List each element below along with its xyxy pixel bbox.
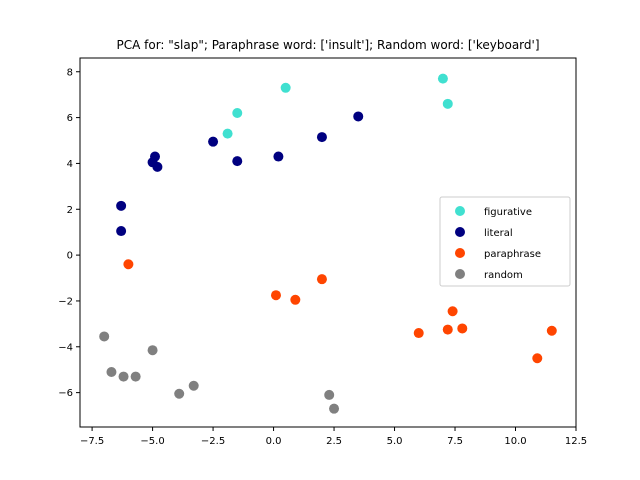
point-figurative bbox=[442, 98, 453, 109]
y-tick-label: 4 bbox=[67, 159, 73, 170]
point-figurative bbox=[280, 82, 291, 93]
point-paraphrase bbox=[316, 274, 327, 285]
point-paraphrase bbox=[270, 290, 281, 301]
x-axis: −7.5 −5.0 −2.5 0.0 2.5 5.0 7.5 10.0 12.5 bbox=[80, 427, 587, 447]
point-figurative bbox=[232, 108, 243, 119]
y-tick-label: −6 bbox=[58, 388, 73, 399]
legend-label-figurative: figurative bbox=[484, 207, 532, 218]
x-tick-label: 12.5 bbox=[565, 436, 587, 447]
point-random bbox=[106, 366, 117, 377]
legend: figurative literal paraphrase random bbox=[439, 196, 571, 287]
legend-label-paraphrase: paraphrase bbox=[484, 249, 541, 260]
plot-frame bbox=[79, 57, 577, 428]
point-random bbox=[188, 380, 199, 391]
point-random bbox=[324, 389, 335, 400]
y-tick-label: 8 bbox=[67, 67, 73, 78]
point-random bbox=[130, 371, 141, 382]
x-tick-label: 10.0 bbox=[504, 436, 526, 447]
point-paraphrase bbox=[413, 328, 424, 339]
point-literal bbox=[273, 151, 284, 162]
point-literal bbox=[116, 200, 127, 211]
point-literal bbox=[208, 136, 219, 147]
point-literal bbox=[116, 226, 127, 237]
y-tick-label: 0 bbox=[67, 251, 73, 262]
x-tick-label: −5.0 bbox=[140, 436, 164, 447]
y-tick-label: −2 bbox=[58, 296, 73, 307]
point-literal bbox=[353, 111, 364, 122]
point-random bbox=[329, 403, 340, 414]
x-tick-label: 0.0 bbox=[266, 436, 282, 447]
point-literal bbox=[152, 161, 163, 172]
point-paraphrase bbox=[532, 353, 543, 364]
point-random bbox=[147, 345, 158, 356]
point-figurative bbox=[222, 128, 233, 139]
point-paraphrase bbox=[290, 294, 301, 305]
x-tick-label: 2.5 bbox=[326, 436, 342, 447]
y-tick-label: 2 bbox=[67, 205, 73, 216]
legend-marker-random bbox=[455, 269, 465, 279]
point-random bbox=[118, 371, 129, 382]
legend-label-random: random bbox=[484, 270, 523, 281]
y-tick-label: −4 bbox=[58, 342, 73, 353]
point-paraphrase bbox=[457, 323, 468, 334]
legend-label-literal: literal bbox=[484, 228, 513, 239]
point-figurative bbox=[437, 73, 448, 84]
chart-title: PCA for: "slap"; Paraphrase word: ['insu… bbox=[116, 38, 539, 52]
point-paraphrase bbox=[546, 325, 557, 336]
point-paraphrase bbox=[447, 306, 458, 317]
x-tick-label: 5.0 bbox=[387, 436, 403, 447]
legend-marker-literal bbox=[455, 227, 465, 237]
x-tick-label: −2.5 bbox=[201, 436, 225, 447]
data-points bbox=[99, 73, 557, 414]
point-literal bbox=[232, 156, 243, 167]
legend-box bbox=[439, 196, 571, 287]
x-tick-label: −7.5 bbox=[80, 436, 104, 447]
y-axis: −6 −4 −2 0 2 4 6 8 bbox=[58, 67, 80, 399]
point-paraphrase bbox=[442, 324, 453, 335]
point-literal bbox=[316, 132, 327, 143]
legend-marker-paraphrase bbox=[455, 248, 465, 258]
point-random bbox=[99, 331, 110, 342]
point-random bbox=[174, 388, 185, 399]
x-tick-label: 7.5 bbox=[447, 436, 463, 447]
y-tick-label: 6 bbox=[67, 113, 73, 124]
point-paraphrase bbox=[123, 259, 134, 270]
legend-marker-figurative bbox=[455, 206, 465, 216]
